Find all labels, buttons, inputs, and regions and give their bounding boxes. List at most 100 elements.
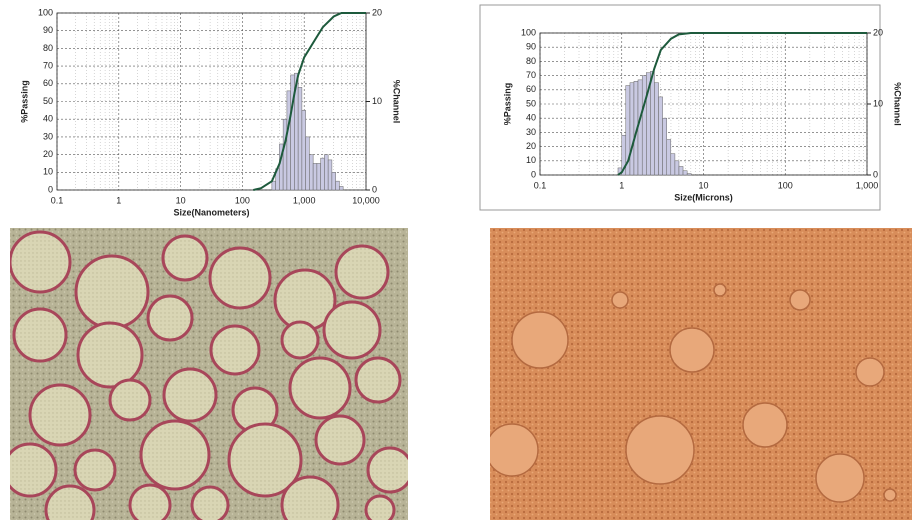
droplet [288, 356, 352, 420]
droplet [76, 321, 144, 389]
histogram-bar [327, 159, 333, 191]
y-tick-label: 10 [526, 155, 536, 165]
histogram-bar [316, 163, 321, 191]
droplet [334, 244, 390, 300]
histogram-bar [282, 118, 288, 191]
histogram-bar [339, 186, 344, 191]
y-tick-label: 70 [43, 60, 53, 70]
x-tick-label: 1,000 [856, 180, 879, 190]
droplet [490, 423, 539, 477]
histogram-bar [324, 154, 329, 191]
histogram-bar [331, 172, 336, 191]
droplet [227, 422, 303, 498]
histogram-bar [629, 82, 635, 176]
y-axis-label: %Passing [502, 83, 512, 126]
droplet [139, 419, 211, 491]
x-axis-label: Size(Nanometers) [173, 207, 249, 217]
droplet [10, 230, 72, 294]
y-tick-label: 100 [38, 7, 53, 17]
droplet [669, 327, 715, 373]
histogram-bar [678, 166, 684, 176]
droplet [322, 300, 382, 360]
y-tick-label: 0 [48, 184, 53, 194]
chart-frame [479, 4, 881, 211]
x-tick-label: 1,000 [293, 195, 316, 205]
histogram-bar [686, 173, 692, 176]
histogram-bar [271, 180, 276, 191]
histogram-bar [301, 110, 306, 191]
droplet [314, 414, 366, 466]
y-tick-label: 90 [43, 25, 53, 35]
y2-tick-label: 0 [873, 169, 878, 179]
droplet [883, 488, 897, 502]
droplet [74, 254, 150, 330]
droplet [161, 234, 209, 282]
x-tick-label: 100 [778, 180, 793, 190]
cumulative-line [253, 12, 366, 191]
droplet [364, 494, 396, 520]
histogram-bar [309, 154, 314, 191]
histogram-bar [297, 87, 303, 191]
y2-tick-label: 10 [873, 98, 883, 108]
cumulative-line [617, 32, 867, 176]
droplet [128, 483, 172, 520]
histogram-bar [682, 170, 688, 176]
x-axis-label: Size(Microns) [674, 192, 733, 202]
droplet [742, 402, 788, 448]
y2-tick-label: 20 [372, 7, 382, 17]
droplet [625, 415, 695, 485]
y-tick-label: 30 [526, 127, 536, 137]
y-tick-label: 80 [526, 56, 536, 66]
y-tick-label: 80 [43, 43, 53, 53]
histogram-bar [286, 90, 291, 191]
histogram-bar [320, 157, 325, 191]
droplet [108, 378, 152, 422]
micrograph [490, 228, 912, 520]
y2-tick-label: 0 [372, 184, 377, 194]
x-tick-label: 10 [176, 195, 186, 205]
y-tick-label: 20 [526, 141, 536, 151]
x-tick-label: 10,000 [352, 195, 380, 205]
histogram-bar [305, 136, 310, 191]
histogram-bar [674, 160, 680, 176]
y-tick-label: 70 [526, 70, 536, 80]
y-tick-label: 50 [43, 96, 53, 106]
histogram-bar [662, 117, 667, 176]
histogram-bar [666, 139, 672, 176]
x-tick-label: 0.1 [534, 180, 547, 190]
droplet [789, 289, 811, 311]
histogram-bar [335, 180, 340, 191]
droplet [511, 311, 569, 369]
y-tick-label: 40 [43, 114, 53, 124]
y2-axis-label: %Channel [893, 82, 903, 126]
droplet [280, 475, 340, 520]
histogram-bar [650, 71, 655, 176]
y-tick-label: 20 [43, 149, 53, 159]
droplet [713, 283, 727, 297]
y-tick-label: 100 [521, 27, 536, 37]
droplet [190, 485, 230, 520]
histogram-bar [637, 79, 643, 176]
y2-tick-label: 20 [873, 27, 883, 37]
y-tick-label: 0 [531, 169, 536, 179]
y-tick-label: 60 [43, 78, 53, 88]
droplet [611, 291, 629, 309]
histogram-bar [654, 82, 659, 176]
droplet [10, 442, 58, 498]
y-tick-label: 90 [526, 42, 536, 52]
y2-tick-label: 10 [372, 96, 382, 106]
y-tick-label: 60 [526, 84, 536, 94]
droplet [366, 446, 408, 494]
y-tick-label: 30 [43, 131, 53, 141]
droplet [146, 294, 194, 342]
droplet [208, 246, 272, 310]
y-tick-label: 10 [43, 167, 53, 177]
droplet [73, 448, 117, 492]
histogram-bar [312, 163, 318, 191]
y-tick-label: 50 [526, 98, 536, 108]
x-tick-label: 1 [619, 180, 624, 190]
histogram-bar [658, 96, 663, 176]
droplet [354, 356, 402, 404]
micrograph [10, 228, 408, 520]
